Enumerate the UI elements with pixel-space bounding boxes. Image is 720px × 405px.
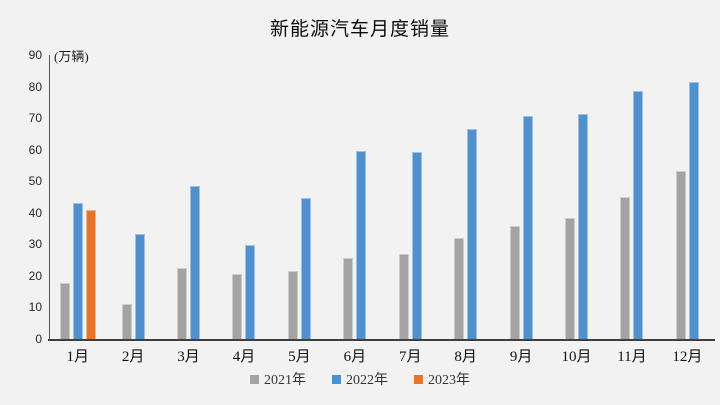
bar-2021年-3月 <box>177 267 188 339</box>
x-tick-label: 3月 <box>177 349 200 365</box>
y-tick-label: 40 <box>28 205 42 220</box>
legend-swatch-icon <box>332 374 341 384</box>
y-tick-label: 30 <box>28 237 42 252</box>
x-tick-label: 7月 <box>398 349 422 365</box>
y-tick-label: 0 <box>35 332 42 346</box>
bar-group-4月 <box>216 55 271 339</box>
x-tick-label: 5月 <box>288 349 311 365</box>
chart-legend: 2021年 2022年 2023年 <box>0 369 720 389</box>
x-tick-label: 2月 <box>121 349 145 365</box>
bar-2021年-8月 <box>454 237 465 339</box>
y-tick-label: 10 <box>28 300 42 315</box>
bar-group-10月 <box>549 55 604 339</box>
bar-2021年-1月 <box>59 282 70 339</box>
x-tick-label: 8月 <box>454 349 477 365</box>
legend-label: 2023年 <box>428 373 470 388</box>
y-tick-label: 20 <box>28 268 42 283</box>
legend-label: 2022年 <box>346 373 388 388</box>
y-tick-label: 60 <box>28 142 42 157</box>
bar-2021年-4月 <box>232 274 243 339</box>
x-tick-label: 1月 <box>66 349 89 365</box>
bar-2023年-1月 <box>85 210 96 339</box>
legend-item-2022年: 2022年 <box>332 369 388 389</box>
bar-2022年-9月 <box>522 115 533 339</box>
bar-2022年-3月 <box>190 186 201 339</box>
bar-group-3月 <box>161 55 216 339</box>
y-axis-line <box>49 55 50 339</box>
y-axis-tick-labels: 0 10 20 30 40 50 60 70 80 90 <box>0 49 42 345</box>
legend-item-2021年: 2021年 <box>250 369 306 389</box>
y-tick-label: 90 <box>28 48 42 62</box>
legend-item-2023年: 2023年 <box>414 369 470 389</box>
bar-group-2月 <box>105 55 160 339</box>
plot-area <box>50 55 715 339</box>
bar-2021年-2月 <box>121 304 132 339</box>
bar-group-12月 <box>660 55 715 339</box>
bar-2021年-9月 <box>509 226 520 339</box>
bar-2022年-8月 <box>467 128 478 339</box>
bar-group-1月 <box>50 55 105 339</box>
bar-2021年-5月 <box>287 270 298 339</box>
x-axis-tick-labels: 1月 2月 3月 4月 5月 6月 7月 8月 9月 10月 11月 12月 <box>50 345 715 366</box>
bar-2021年-7月 <box>398 253 409 339</box>
bar-2022年-4月 <box>245 244 256 339</box>
bar-group-8月 <box>438 55 493 339</box>
x-axis-line <box>48 339 715 341</box>
bar-2022年-11月 <box>633 90 644 339</box>
bar-2022年-5月 <box>300 197 311 339</box>
bar-2022年-1月 <box>72 203 83 339</box>
bar-2022年-7月 <box>411 151 422 339</box>
legend-swatch-icon <box>250 374 259 384</box>
x-tick-label: 4月 <box>232 349 256 365</box>
bar-2021年-10月 <box>565 218 575 339</box>
y-tick-label: 70 <box>28 111 42 126</box>
y-axis-unit-label: (万辆) <box>54 49 89 64</box>
bar-2021年-11月 <box>620 197 631 339</box>
bar-group-11月 <box>604 55 659 339</box>
bar-2021年-6月 <box>343 258 354 339</box>
x-tick-label: 9月 <box>509 349 533 365</box>
bar-group-5月 <box>272 55 327 339</box>
bar-2022年-12月 <box>688 82 699 339</box>
x-tick-label: 6月 <box>343 349 367 365</box>
bar-2022年-2月 <box>134 233 145 339</box>
bar-2022年-6月 <box>356 150 367 339</box>
bar-2022年-10月 <box>578 113 588 339</box>
y-tick-label: 50 <box>28 174 42 189</box>
bar-group-6月 <box>327 55 382 339</box>
legend-swatch-icon <box>414 374 423 384</box>
bar-2021年-12月 <box>675 171 686 339</box>
bar-group-7月 <box>383 55 438 339</box>
y-tick-label: 80 <box>28 79 42 94</box>
x-tick-label: 11月 <box>617 349 647 365</box>
x-tick-label: 12月 <box>672 349 703 365</box>
chart-title: 新能源汽车月度销量 <box>269 19 450 40</box>
legend-label: 2021年 <box>264 373 306 388</box>
x-tick-label: 10月 <box>561 349 592 365</box>
bar-group-9月 <box>493 55 548 339</box>
